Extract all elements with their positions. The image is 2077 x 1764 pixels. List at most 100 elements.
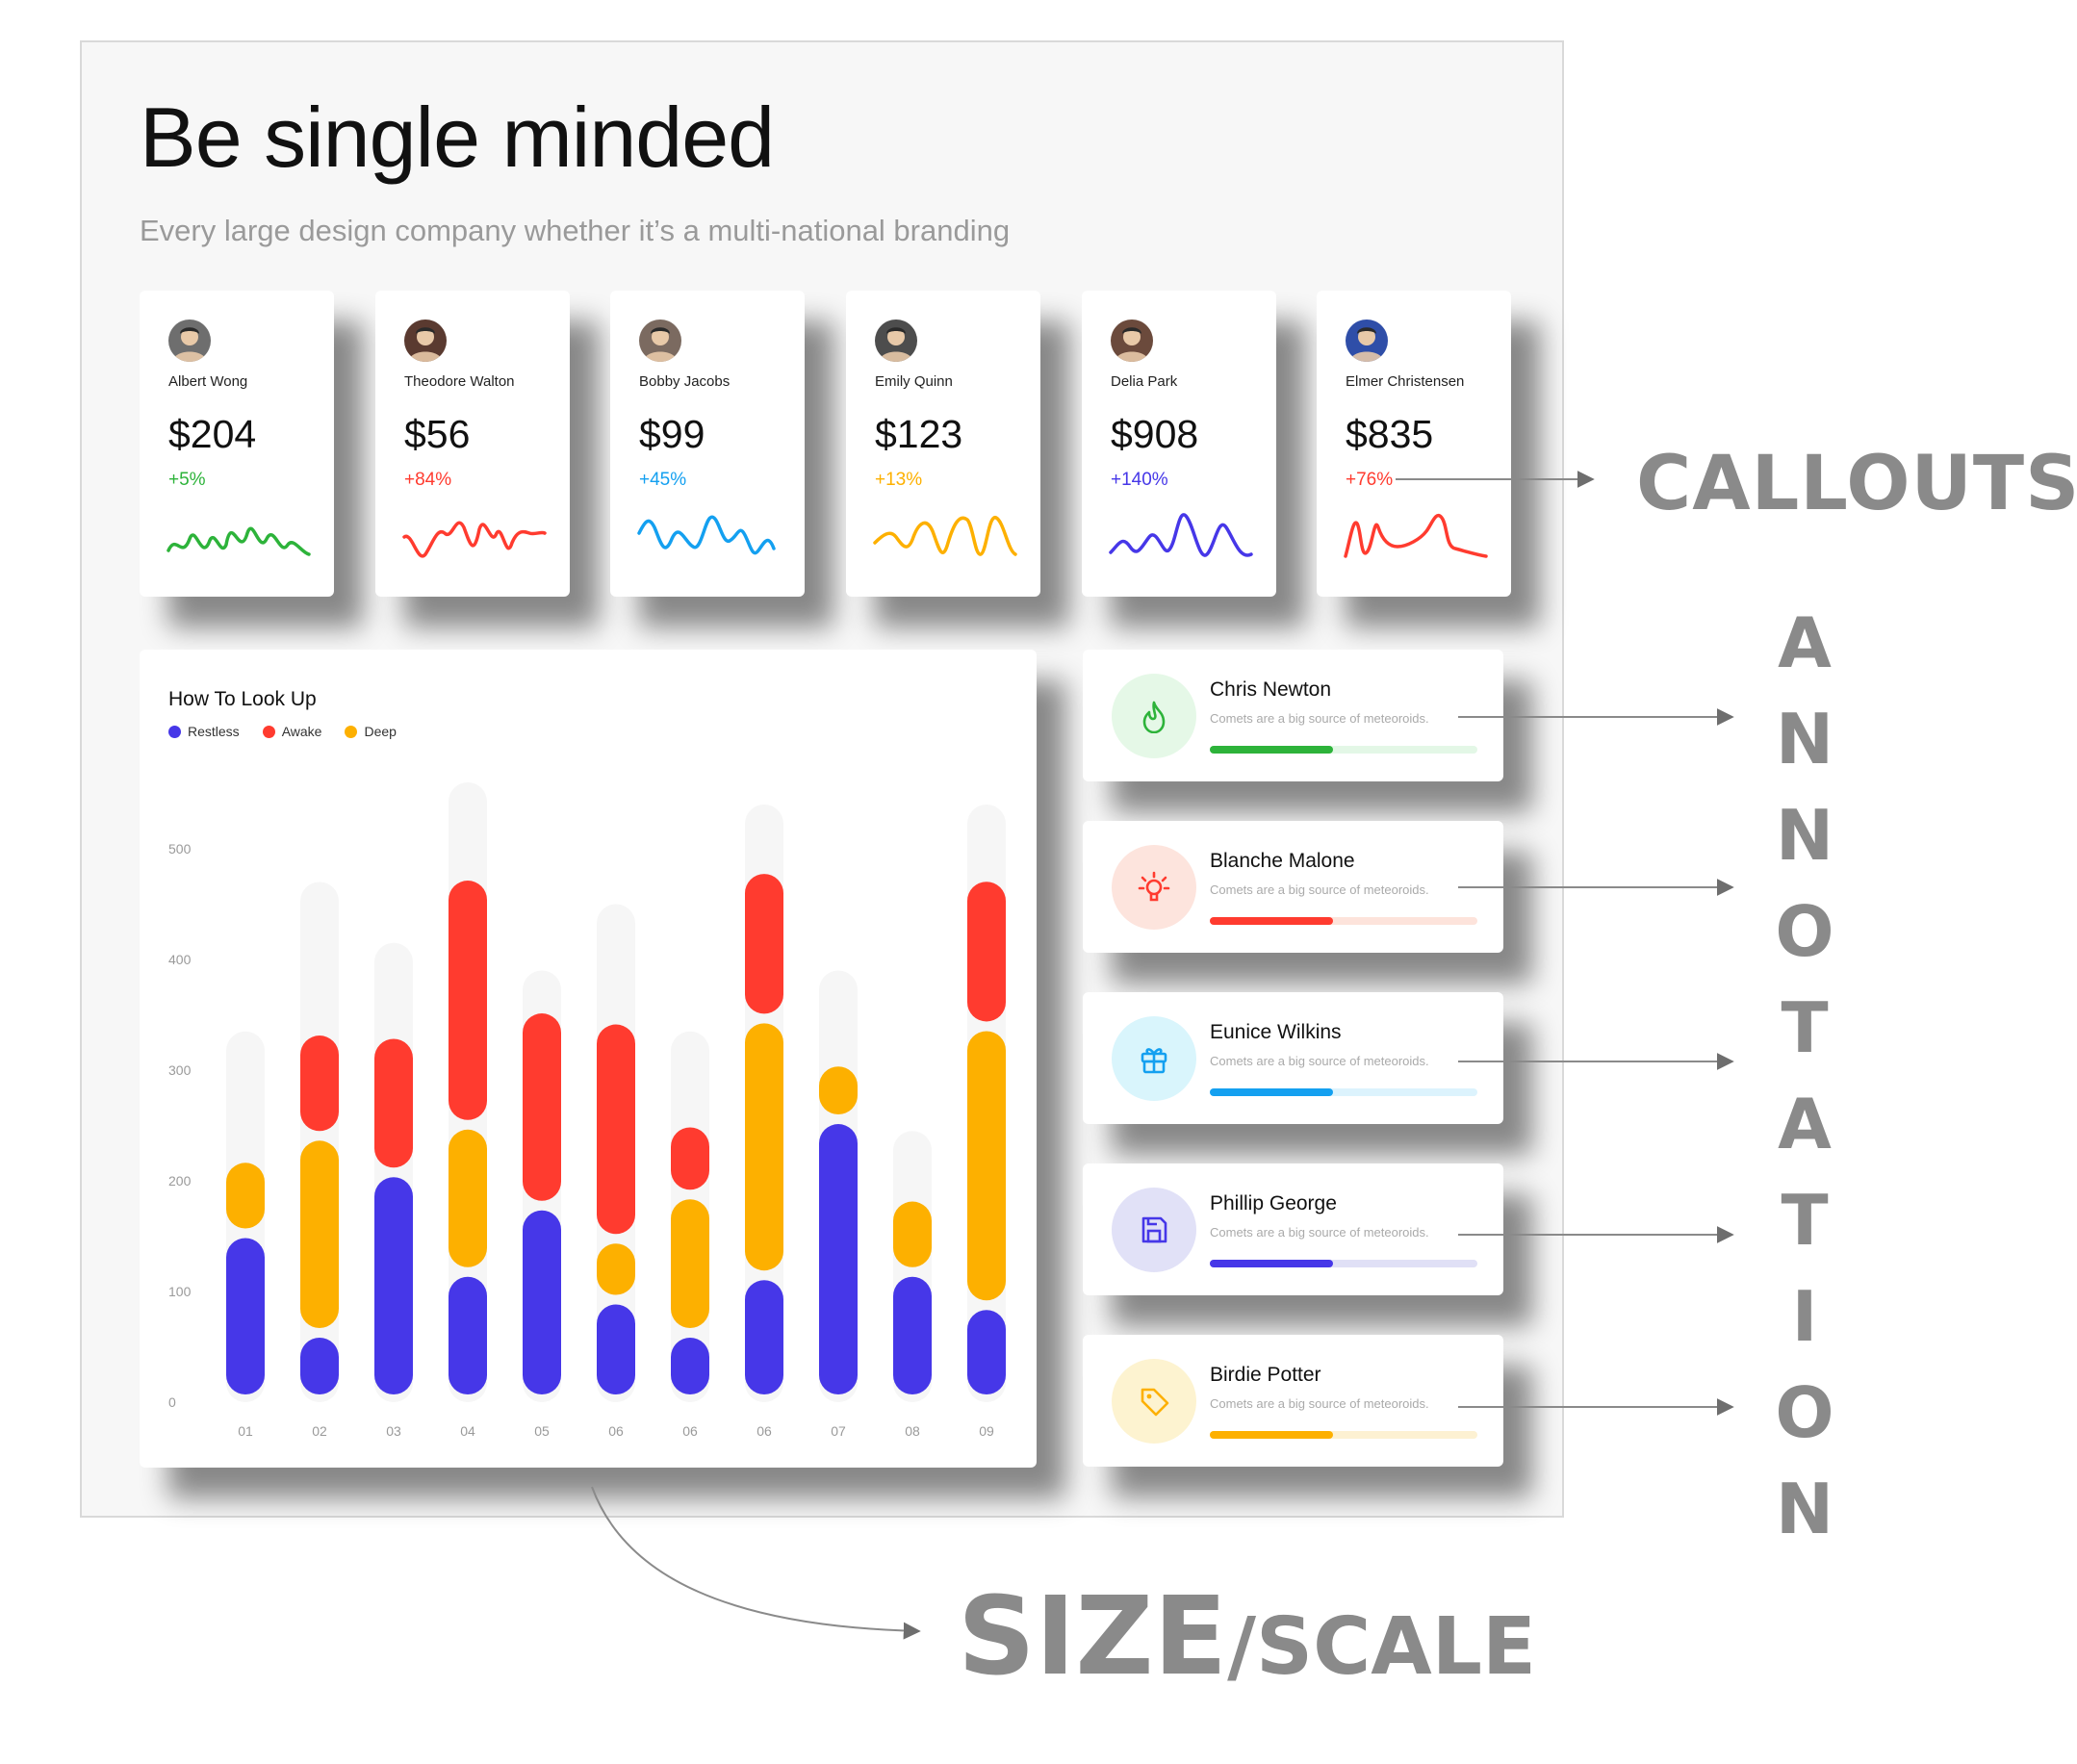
bar-segment-awake[interactable] — [523, 1013, 561, 1201]
annotation-letter: A — [1778, 602, 1832, 683]
y-tick-label: 400 — [168, 952, 192, 967]
card-name: Bobby Jacobs — [639, 373, 731, 390]
person-description: Comets are a big source of meteoroids. — [1210, 1225, 1429, 1240]
bar-segment-awake[interactable] — [597, 1024, 635, 1235]
bar-segment-deep[interactable] — [967, 1031, 1006, 1301]
bar-segment-deep[interactable] — [449, 1129, 487, 1267]
bar-segment-deep[interactable] — [819, 1066, 858, 1115]
card-change: +84% — [404, 470, 452, 490]
sparkline — [1109, 513, 1253, 557]
x-tick-label: 02 — [312, 1423, 327, 1439]
stat-card[interactable]: Albert Wong $204 +5% — [140, 291, 334, 597]
bar-segment-deep[interactable] — [893, 1201, 932, 1267]
x-tick-label: 01 — [238, 1423, 253, 1439]
bar-segment-awake[interactable] — [300, 1035, 339, 1132]
save-icon — [1112, 1188, 1196, 1272]
size-word: SIZE — [958, 1574, 1228, 1700]
sparkline — [637, 515, 776, 555]
progress-track — [1210, 1431, 1477, 1439]
person-row[interactable]: Blanche Malone Comets are a big source o… — [1083, 821, 1503, 953]
callouts-label: CALLOUTS — [1636, 441, 2077, 527]
bar-segment-deep[interactable] — [597, 1243, 635, 1295]
card-change: +13% — [875, 470, 923, 490]
person-name: Birdie Potter — [1210, 1364, 1321, 1386]
avatar — [639, 320, 681, 362]
bar-segment-deep[interactable] — [300, 1140, 339, 1328]
bar-segment-deep[interactable] — [226, 1163, 265, 1229]
bar-segment-restless[interactable] — [967, 1310, 1006, 1394]
avatar — [404, 320, 447, 362]
stat-card[interactable]: Theodore Walton $56 +84% — [375, 291, 570, 597]
bar-segment-awake[interactable] — [967, 882, 1006, 1022]
person-row[interactable]: Phillip George Comets are a big source o… — [1083, 1163, 1503, 1295]
sparkline — [873, 516, 1017, 556]
card-amount: $908 — [1111, 412, 1199, 456]
bar-segment-restless[interactable] — [449, 1276, 487, 1394]
card-amount: $123 — [875, 412, 963, 456]
bar-segment-restless[interactable] — [523, 1210, 561, 1394]
person-description: Comets are a big source of meteoroids. — [1210, 1396, 1429, 1411]
person-row[interactable]: Eunice Wilkins Comets are a big source o… — [1083, 992, 1503, 1124]
bar-segment-restless[interactable] — [597, 1304, 635, 1395]
bar-segment-restless[interactable] — [745, 1280, 783, 1394]
page-title: Be single minded — [140, 89, 775, 185]
x-tick-label: 07 — [831, 1423, 846, 1439]
card-change: +76% — [1346, 470, 1394, 490]
card-change: +5% — [168, 470, 206, 490]
card-amount: $835 — [1346, 412, 1434, 456]
bar-segment-restless[interactable] — [671, 1338, 709, 1394]
bar-chart: 500 400 300 200 100 0 01 02 03 04 05 06 06 06 07 08 09 — [168, 782, 1006, 1439]
card-name: Theodore Walton — [404, 373, 515, 390]
bar-segment-restless[interactable] — [819, 1124, 858, 1394]
person-icon — [408, 327, 443, 362]
person-name: Eunice Wilkins — [1210, 1021, 1342, 1043]
bar-segment-deep[interactable] — [745, 1023, 783, 1271]
chart-legend: Restless Awake Deep — [168, 724, 397, 739]
bar-segment-awake[interactable] — [745, 874, 783, 1014]
stat-card[interactable]: Emily Quinn $123 +13% — [846, 291, 1040, 597]
annotation-letter: O — [1775, 891, 1834, 972]
card-amount: $99 — [639, 412, 705, 456]
scale-word: /SCALE — [1227, 1601, 1536, 1693]
legend-dot — [345, 725, 358, 738]
bar-segment-awake[interactable] — [671, 1127, 709, 1190]
bar-segment-restless[interactable] — [300, 1338, 339, 1394]
person-description: Comets are a big source of meteoroids. — [1210, 711, 1429, 726]
legend-item-deep: Deep — [345, 724, 397, 739]
legend-label: Restless — [188, 724, 240, 739]
sparkline — [1344, 513, 1488, 558]
x-tick-label: 06 — [608, 1423, 624, 1439]
annotation-letter: A — [1778, 1084, 1832, 1164]
avatar — [875, 320, 917, 362]
x-tick-label: 06 — [756, 1423, 772, 1439]
x-tick-label: 09 — [979, 1423, 994, 1439]
person-icon — [1349, 327, 1384, 362]
stat-card[interactable]: Delia Park $908 +140% — [1082, 291, 1276, 597]
annotation-letter: T — [1781, 987, 1829, 1068]
person-row[interactable]: Birdie Potter Comets are a big source of… — [1083, 1335, 1503, 1467]
annotation-letter: N — [1775, 795, 1834, 876]
gift-icon — [1112, 1016, 1196, 1101]
y-tick-label: 100 — [168, 1284, 192, 1299]
page-subtitle: Every large design company whether it’s … — [140, 214, 1011, 247]
bar-segment-deep[interactable] — [671, 1199, 709, 1328]
progress-track — [1210, 746, 1477, 754]
legend-item-awake: Awake — [262, 724, 321, 739]
bar-segment-awake[interactable] — [374, 1038, 413, 1168]
bar-segment-restless[interactable] — [374, 1177, 413, 1394]
card-amount: $204 — [168, 412, 257, 456]
annotation-letter: N — [1775, 1469, 1834, 1549]
progress-fill — [1210, 1431, 1333, 1439]
stat-card[interactable]: Elmer Christensen $835 +76% — [1317, 291, 1511, 597]
y-tick-label: 200 — [168, 1173, 192, 1189]
sparkline — [402, 521, 547, 558]
chart-title: How To Look Up — [168, 688, 317, 710]
stat-card[interactable]: Bobby Jacobs $99 +45% — [610, 291, 805, 597]
avatar — [1111, 320, 1153, 362]
person-row[interactable]: Chris Newton Comets are a big source of … — [1083, 650, 1503, 781]
bar-segment-restless[interactable] — [226, 1238, 265, 1395]
progress-fill — [1210, 1260, 1333, 1267]
person-name: Phillip George — [1210, 1192, 1337, 1214]
bar-segment-restless[interactable] — [893, 1276, 932, 1394]
bar-segment-awake[interactable] — [449, 881, 487, 1120]
